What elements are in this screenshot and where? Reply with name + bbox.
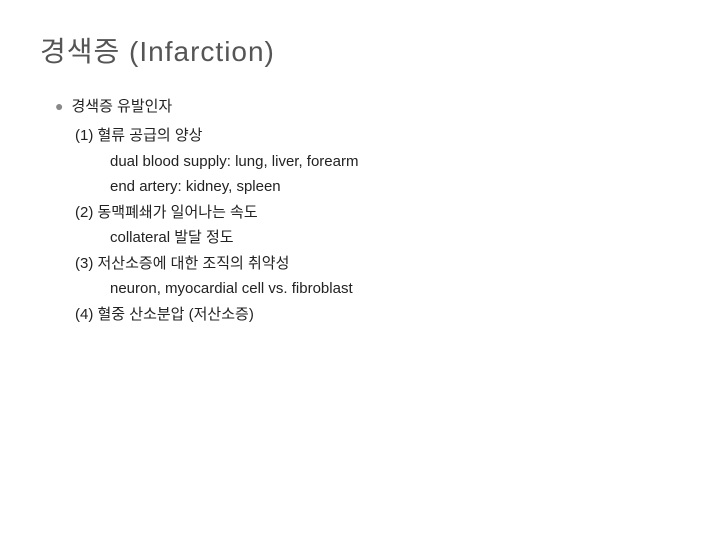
list-subitem: end artery: kidney, spleen (55, 174, 680, 200)
list-item: (4) 혈중 산소분압 (저산소증) (55, 302, 680, 328)
list-subitem: collateral 발달 정도 (55, 225, 680, 251)
list-subitem: dual blood supply: lung, liver, forearm (55, 149, 680, 175)
slide-title: 경색증 (Infarction) (40, 30, 680, 70)
bullet-icon: ● (55, 95, 63, 117)
list-item: (2) 동맥폐쇄가 일어나는 속도 (55, 200, 680, 226)
bullet-label: 경색증 유발인자 (71, 95, 172, 119)
list-item: (3) 저산소증에 대한 조직의 취약성 (55, 251, 680, 277)
bullet-row: ● 경색증 유발인자 (55, 95, 680, 119)
list-subitem: neuron, myocardial cell vs. fibroblast (55, 276, 680, 302)
list-item: (1) 혈류 공급의 양상 (55, 123, 680, 149)
slide-content: ● 경색증 유발인자 (1) 혈류 공급의 양상 dual blood supp… (40, 95, 680, 327)
